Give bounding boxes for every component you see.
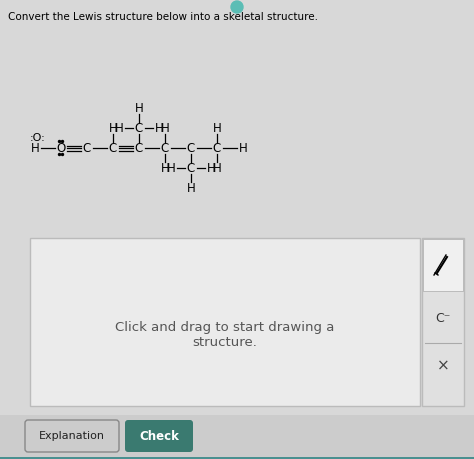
Text: :O:: :O: [30, 133, 46, 143]
FancyBboxPatch shape [30, 238, 420, 406]
Text: H: H [161, 122, 169, 134]
Text: O: O [56, 141, 65, 155]
FancyBboxPatch shape [125, 420, 193, 452]
Text: C: C [161, 141, 169, 155]
Circle shape [58, 153, 61, 156]
Circle shape [62, 153, 64, 156]
FancyBboxPatch shape [25, 420, 119, 452]
Text: C: C [187, 141, 195, 155]
Text: H: H [161, 162, 169, 174]
Text: C: C [109, 141, 117, 155]
Text: ×: × [437, 358, 449, 374]
Text: H: H [31, 141, 39, 155]
FancyBboxPatch shape [422, 238, 464, 406]
Text: H: H [155, 122, 164, 134]
Text: H: H [213, 162, 221, 174]
Text: H: H [135, 101, 143, 114]
Text: H: H [213, 122, 221, 134]
Text: Click and drag to start drawing a
structure.: Click and drag to start drawing a struct… [115, 321, 335, 349]
Text: H: H [238, 141, 247, 155]
Text: Check: Check [139, 430, 179, 442]
FancyBboxPatch shape [0, 415, 474, 459]
Text: C⁻: C⁻ [435, 312, 451, 325]
Text: C: C [187, 162, 195, 174]
Text: C: C [135, 122, 143, 134]
Text: H: H [115, 122, 123, 134]
Text: H: H [187, 181, 195, 195]
Text: H: H [167, 162, 175, 174]
FancyBboxPatch shape [423, 239, 463, 291]
Circle shape [58, 140, 61, 142]
Circle shape [62, 140, 64, 142]
Text: H: H [207, 162, 215, 174]
FancyBboxPatch shape [0, 457, 474, 459]
Text: H: H [109, 122, 118, 134]
Text: Convert the Lewis structure below into a skeletal structure.: Convert the Lewis structure below into a… [8, 12, 318, 22]
Circle shape [231, 1, 243, 13]
Text: C: C [83, 141, 91, 155]
Text: C: C [135, 141, 143, 155]
Text: Explanation: Explanation [39, 431, 105, 441]
Text: C: C [213, 141, 221, 155]
